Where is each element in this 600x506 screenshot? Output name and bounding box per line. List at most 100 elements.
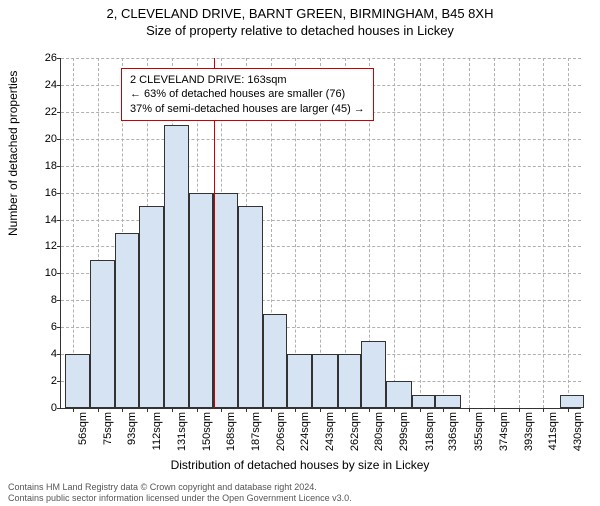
- xtick-mark: [568, 408, 569, 412]
- xtick-mark: [519, 408, 520, 412]
- xtick-mark: [295, 408, 296, 412]
- xtick-label: 131sqm: [176, 412, 188, 451]
- ytick-mark: [57, 354, 61, 355]
- gridline-v: [443, 58, 444, 408]
- xtick-label: 224sqm: [299, 412, 311, 451]
- xtick-mark: [494, 408, 495, 412]
- ytick-mark: [57, 300, 61, 301]
- histogram-bar: [238, 206, 263, 408]
- histogram-bar: [361, 341, 386, 408]
- histogram-bar: [263, 314, 287, 408]
- xtick-label: 243sqm: [324, 412, 336, 451]
- chart-title-main: 2, CLEVELAND DRIVE, BARNT GREEN, BIRMING…: [0, 6, 600, 21]
- xtick-label: 280sqm: [373, 412, 385, 451]
- ytick-label: 16: [27, 187, 57, 199]
- ytick-label: 18: [27, 160, 57, 172]
- xtick-mark: [345, 408, 346, 412]
- footer-line1: Contains HM Land Registry data © Crown c…: [8, 482, 352, 493]
- xtick-label: 187sqm: [250, 412, 262, 451]
- xtick-label: 355sqm: [473, 412, 485, 451]
- plot: 0246810121416182022242656sqm75sqm93sqm11…: [60, 58, 581, 409]
- ytick-label: 8: [27, 294, 57, 306]
- histogram-bar: [412, 395, 436, 408]
- chart-container: 2, CLEVELAND DRIVE, BARNT GREEN, BIRMING…: [0, 6, 600, 506]
- ytick-mark: [57, 139, 61, 140]
- xtick-mark: [73, 408, 74, 412]
- ytick-mark: [57, 408, 61, 409]
- footer-text: Contains HM Land Registry data © Crown c…: [8, 482, 352, 504]
- info-box-line1: 2 CLEVELAND DRIVE: 163sqm: [130, 73, 365, 87]
- histogram-bar: [115, 233, 139, 408]
- xtick-mark: [271, 408, 272, 412]
- histogram-bar: [287, 354, 312, 408]
- ytick-mark: [57, 327, 61, 328]
- histogram-bar: [435, 395, 460, 408]
- ytick-label: 14: [27, 214, 57, 226]
- x-axis-label: Distribution of detached houses by size …: [0, 458, 600, 472]
- ytick-mark: [57, 220, 61, 221]
- ytick-label: 2: [27, 375, 57, 387]
- histogram-bar: [139, 206, 164, 408]
- xtick-mark: [98, 408, 99, 412]
- ytick-mark: [57, 381, 61, 382]
- ytick-label: 10: [27, 267, 57, 279]
- xtick-mark: [420, 408, 421, 412]
- gridline-v: [568, 58, 569, 408]
- xtick-label: 56sqm: [77, 412, 89, 445]
- xtick-mark: [394, 408, 395, 412]
- xtick-mark: [469, 408, 470, 412]
- ytick-label: 12: [27, 240, 57, 252]
- ytick-label: 20: [27, 133, 57, 145]
- ytick-label: 0: [27, 402, 57, 414]
- xtick-mark: [369, 408, 370, 412]
- info-box: 2 CLEVELAND DRIVE: 163sqm← 63% of detach…: [121, 68, 374, 121]
- ytick-mark: [57, 166, 61, 167]
- histogram-bar: [65, 354, 90, 408]
- xtick-label: 411sqm: [547, 412, 559, 450]
- histogram-bar: [164, 125, 189, 408]
- gridline-v: [543, 58, 544, 408]
- xtick-mark: [122, 408, 123, 412]
- histogram-bar: [386, 381, 411, 408]
- histogram-bar: [90, 260, 115, 408]
- xtick-label: 299sqm: [398, 412, 410, 451]
- xtick-label: 318sqm: [424, 412, 436, 451]
- y-axis-label: Number of detached properties: [6, 71, 20, 236]
- histogram-bar: [560, 395, 584, 408]
- xtick-mark: [221, 408, 222, 412]
- xtick-label: 75sqm: [102, 412, 114, 445]
- ytick-mark: [57, 273, 61, 274]
- gridline-v: [469, 58, 470, 408]
- xtick-label: 374sqm: [498, 412, 510, 451]
- histogram-bar: [338, 354, 362, 408]
- plot-area: 0246810121416182022242656sqm75sqm93sqm11…: [60, 58, 580, 408]
- xtick-mark: [543, 408, 544, 412]
- gridline-v: [494, 58, 495, 408]
- xtick-label: 150sqm: [201, 412, 213, 451]
- ytick-mark: [57, 112, 61, 113]
- footer-line2: Contains public sector information licen…: [8, 493, 352, 504]
- histogram-bar: [189, 193, 213, 408]
- histogram-bar: [312, 354, 337, 408]
- chart-title-sub: Size of property relative to detached ho…: [0, 23, 600, 38]
- ytick-label: 24: [27, 79, 57, 91]
- xtick-label: 336sqm: [447, 412, 459, 451]
- info-box-line3: 37% of semi-detached houses are larger (…: [130, 102, 365, 116]
- ytick-label: 6: [27, 321, 57, 333]
- xtick-label: 93sqm: [126, 412, 138, 445]
- xtick-label: 262sqm: [349, 412, 361, 451]
- ytick-label: 26: [27, 52, 57, 64]
- ytick-mark: [57, 246, 61, 247]
- gridline-v: [394, 58, 395, 408]
- xtick-label: 168sqm: [225, 412, 237, 451]
- xtick-mark: [147, 408, 148, 412]
- xtick-mark: [246, 408, 247, 412]
- xtick-label: 206sqm: [275, 412, 287, 451]
- xtick-label: 430sqm: [572, 412, 584, 451]
- xtick-mark: [443, 408, 444, 412]
- gridline-v: [420, 58, 421, 408]
- ytick-mark: [57, 58, 61, 59]
- xtick-label: 112sqm: [151, 412, 163, 450]
- xtick-mark: [172, 408, 173, 412]
- xtick-label: 393sqm: [523, 412, 535, 451]
